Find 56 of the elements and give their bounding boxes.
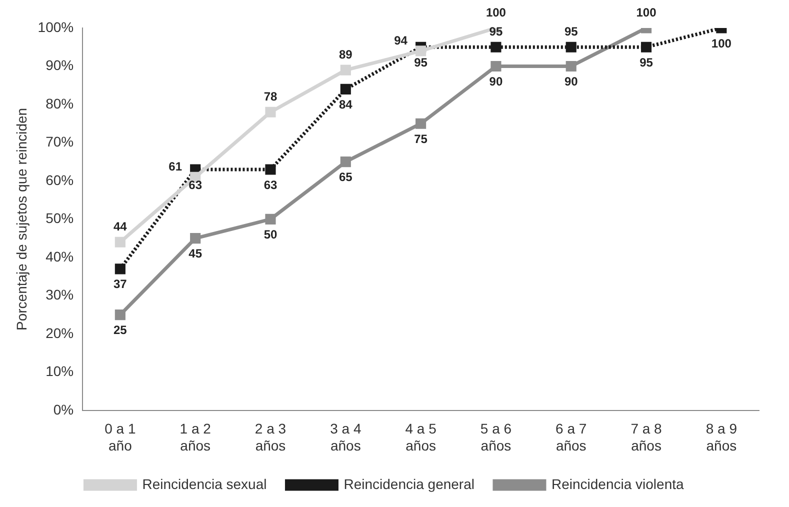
category-label: año: [108, 437, 132, 454]
data-label: 75: [414, 132, 428, 146]
y-tick-label: 80%: [46, 95, 74, 112]
data-label: 90: [489, 74, 503, 89]
y-tick-label: 50%: [46, 210, 74, 226]
data-label: 95: [489, 24, 503, 38]
category-label: años: [180, 437, 211, 454]
category-label: años: [556, 437, 586, 454]
category-label: años: [255, 437, 286, 454]
y-tick-label: 100%: [38, 18, 74, 35]
data-label: 45: [188, 246, 202, 261]
data-label: 100: [486, 5, 506, 20]
data-label: 89: [338, 47, 353, 62]
category-label: 1 a 2: [180, 420, 211, 437]
category-label: años: [480, 437, 512, 454]
y-tick-label: 10%: [46, 363, 74, 380]
data-label: 78: [264, 89, 278, 104]
category-label: años: [406, 437, 436, 454]
y-tick-label: 90%: [46, 57, 74, 74]
data-label: 61: [168, 159, 182, 174]
legend-label: Reincidencia general: [344, 476, 474, 492]
y-tick-label: 0%: [53, 401, 74, 418]
category-label: 6 a 7: [556, 420, 587, 437]
category-label: años: [706, 437, 737, 454]
y-tick-label: 20%: [46, 324, 74, 341]
data-label: 90: [564, 74, 578, 89]
y-tick-label: 70%: [46, 134, 74, 150]
data-label: 94: [394, 33, 408, 48]
y-tick-label: 60%: [46, 172, 74, 188]
data-label: 100: [636, 5, 657, 20]
legend-label: Reincidencia sexual: [142, 476, 267, 492]
category-label: 3 a 4: [330, 420, 362, 437]
data-label: 100: [711, 36, 732, 50]
y-tick-label: 30%: [46, 286, 74, 303]
category-label: 8 a 9: [706, 420, 737, 437]
data-label: 44: [114, 219, 128, 234]
category-label: 0 a 1: [104, 420, 136, 437]
category-label: años: [631, 437, 662, 454]
data-label: 63: [188, 178, 202, 192]
category-label: 7 a 8: [630, 420, 662, 437]
category-label: 2 a 3: [254, 420, 286, 437]
data-label: 95: [640, 55, 654, 70]
data-label: 50: [264, 228, 278, 242]
legend-label: Reincidencia violenta: [551, 476, 684, 492]
data-label: 37: [114, 277, 128, 292]
data-label: 95: [564, 24, 578, 38]
data-label: 84: [338, 97, 353, 112]
y-axis-title: Porcentaje de sujetos que reinciden: [13, 108, 30, 330]
data-label: 65: [338, 170, 353, 184]
y-tick-label: 40%: [46, 248, 74, 264]
category-label: años: [330, 437, 361, 454]
category-label: 5 a 6: [480, 420, 512, 437]
data-label: 63: [264, 178, 278, 192]
data-label: 25: [114, 323, 128, 338]
category-label: 4 a 5: [405, 420, 436, 437]
data-label: 95: [414, 55, 428, 70]
